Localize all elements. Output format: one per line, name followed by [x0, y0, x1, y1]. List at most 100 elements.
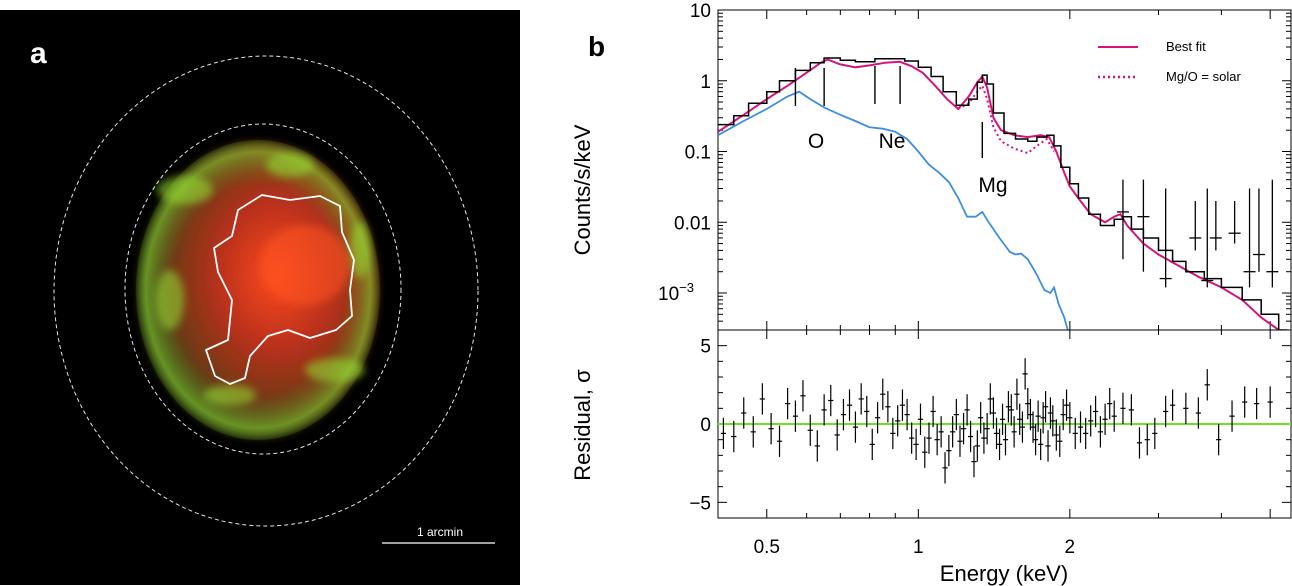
residual-point-62 — [1025, 387, 1031, 420]
residual-point-41 — [960, 413, 967, 445]
extraction-region — [205, 194, 355, 385]
residual-point-4 — [759, 383, 765, 415]
y-tick-label: 10−3 — [658, 280, 694, 305]
rim-bright-knots — [156, 153, 370, 405]
data-point-3 — [1189, 200, 1202, 251]
residual-point-16 — [846, 389, 853, 421]
o-component-line — [718, 90, 1069, 330]
residual-point-43 — [967, 420, 974, 453]
residual-point-31 — [922, 436, 928, 468]
residual-y-tick-label: 5 — [700, 337, 711, 358]
residual-point-20 — [869, 428, 875, 461]
residual-point-11 — [814, 430, 820, 462]
x-axis-label: Energy (keV) — [940, 561, 1068, 586]
residual-point-25 — [895, 405, 901, 437]
residual-y-tick-label: −5 — [689, 493, 711, 514]
residual-point-54 — [1002, 424, 1009, 456]
best-fit-line — [718, 58, 1280, 330]
data-point-0 — [1116, 179, 1129, 260]
residual-point-101 — [1267, 386, 1273, 418]
residual-point-98 — [1229, 400, 1235, 432]
residual-point-66 — [1035, 400, 1041, 432]
legend-solar-label: Mg/O = solar — [1166, 69, 1241, 84]
residual-point-99 — [1242, 386, 1248, 418]
residual-point-47 — [981, 422, 987, 454]
spectrum-frame — [717, 9, 1292, 331]
residual-point-18 — [858, 383, 864, 415]
data-point-6 — [1228, 200, 1241, 244]
residual-point-85 — [1107, 387, 1113, 420]
residual-point-27 — [904, 398, 910, 431]
residual-point-35 — [938, 416, 944, 448]
y-tick-label: 1 — [700, 72, 711, 93]
residual-point-55 — [1005, 391, 1012, 423]
residual-point-32 — [926, 422, 932, 454]
residual-ticks — [717, 330, 1291, 518]
residual-point-38 — [950, 416, 956, 448]
residual-point-30 — [917, 403, 924, 435]
x-tick-label: 0.5 — [754, 537, 780, 558]
residual-point-74 — [1057, 425, 1063, 457]
residual-y-tick-label: 0 — [700, 415, 711, 436]
residual-point-58 — [1014, 378, 1020, 410]
residual-point-91 — [1152, 417, 1158, 450]
residual-point-84 — [1102, 403, 1108, 435]
residual-point-26 — [899, 389, 906, 421]
residual-point-65 — [1032, 424, 1039, 456]
residual-point-8 — [792, 400, 799, 432]
residual-plot: 5 0 −5 0.5 1 2 Residual, σ Energy (keV) — [570, 329, 1292, 586]
residual-point-15 — [840, 398, 847, 431]
residual-point-6 — [776, 425, 783, 457]
residual-point-67 — [1038, 428, 1044, 461]
panel-a-label: a — [30, 37, 47, 70]
data-step-histogram — [718, 57, 1288, 330]
residual-point-83 — [1097, 416, 1104, 448]
spectrum-plot: 10 1 0.1 0.01 10−3 O Ne Mg Counts/s/keV Best f… — [570, 1, 1292, 331]
residual-point-12 — [821, 394, 827, 426]
residual-point-77 — [1067, 402, 1073, 434]
residual-point-51 — [993, 417, 1000, 450]
line-markers: O Ne Mg — [794, 66, 1008, 197]
residual-point-49 — [987, 383, 993, 415]
residual-point-73 — [1053, 419, 1059, 451]
data-point-1 — [1137, 179, 1150, 272]
residual-point-0 — [720, 417, 727, 450]
residual-point-3 — [750, 416, 756, 448]
x-tick-label: 1 — [913, 537, 924, 558]
residual-point-29 — [913, 428, 919, 461]
residual-point-78 — [1072, 417, 1078, 450]
residual-points — [720, 358, 1273, 484]
residual-point-42 — [964, 394, 970, 426]
residual-point-37 — [946, 434, 952, 467]
y-tick-label: 0.1 — [685, 143, 711, 164]
spectrum-y-axis-label: Counts/s/keV — [570, 124, 595, 255]
residual-point-88 — [1128, 394, 1134, 426]
residual-point-96 — [1204, 369, 1210, 401]
data-point-2 — [1159, 188, 1172, 288]
residual-point-1 — [731, 420, 737, 453]
residual-point-71 — [1047, 397, 1054, 429]
residual-point-52 — [996, 428, 1003, 461]
residual-point-46 — [978, 402, 984, 434]
line-label-mg: Mg — [978, 174, 1007, 197]
x-tick-label: 2 — [1065, 537, 1076, 558]
residual-point-45 — [974, 430, 980, 462]
data-point-9 — [1266, 179, 1279, 288]
residual-point-53 — [999, 403, 1006, 435]
residual-point-70 — [1045, 430, 1051, 462]
data-point-8 — [1252, 188, 1265, 272]
solar-model-line — [957, 83, 1055, 155]
residual-point-21 — [874, 402, 881, 434]
spectrum-ticks — [717, 9, 1291, 331]
residual-point-93 — [1169, 389, 1176, 421]
residual-point-24 — [890, 417, 896, 450]
residual-point-44 — [971, 445, 977, 478]
residual-marks — [718, 358, 1291, 484]
residual-y-axis-label: Residual, σ — [570, 369, 595, 481]
residual-point-92 — [1163, 395, 1169, 428]
scale-bar-label: 1 arcmin — [417, 525, 463, 539]
residual-point-82 — [1092, 395, 1099, 428]
residual-point-64 — [1030, 411, 1036, 443]
